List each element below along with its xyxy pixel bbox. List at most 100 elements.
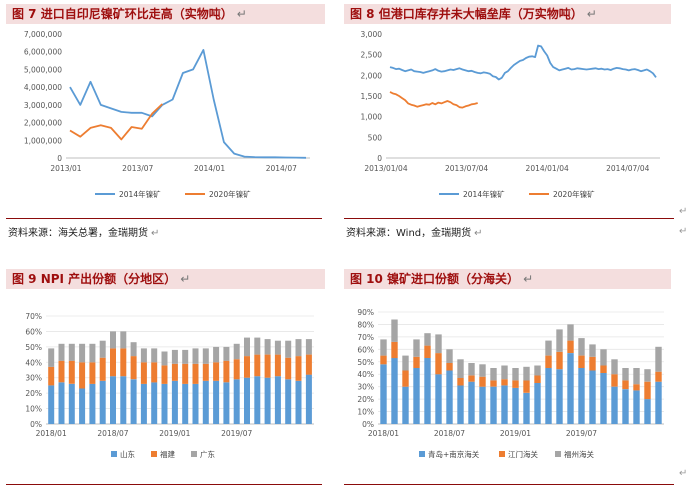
legend-label: 青岛+南京海关 (428, 449, 480, 459)
bar-segment-3 (600, 349, 607, 366)
return-mark: ↵ (523, 272, 534, 286)
bar-segment-2 (545, 355, 552, 368)
bar-segment-1 (161, 383, 168, 424)
bar-segment-3 (99, 340, 106, 358)
figure-8-title-text: 图 8 但港口库存并未大幅垒库（万实物吨） (350, 7, 583, 21)
x-tick-label: 2018/07 (97, 429, 128, 438)
bar-segment-2 (305, 354, 312, 375)
legend-swatch (191, 451, 197, 457)
bar-segment-2 (578, 355, 585, 368)
bar-segment-3 (468, 363, 475, 376)
legend-label: 2020年镍矿 (553, 189, 595, 199)
y-tick-label: 2,000,000 (24, 119, 62, 128)
bar-segment-2 (413, 356, 420, 368)
bar-segment-3 (633, 368, 640, 385)
bar-segment-1 (295, 380, 302, 424)
bar-segment-2 (600, 365, 607, 373)
bar-segment-2 (644, 381, 651, 400)
bar-segment-3 (254, 337, 261, 355)
legend-swatch (499, 451, 505, 457)
bar-segment-3 (644, 369, 651, 382)
x-tick-label: 2018/01 (368, 429, 399, 438)
bar-segment-1 (644, 399, 651, 424)
x-tick-label: 2014/01 (194, 164, 225, 173)
y-tick-label: 10% (357, 408, 374, 417)
divider-rule (344, 218, 674, 219)
bar-segment-3 (285, 340, 292, 358)
bar-segment-2 (48, 366, 55, 386)
bar-segment-2 (391, 341, 398, 359)
x-tick-label: 2018/01 (36, 429, 67, 438)
bar-segment-3 (501, 365, 508, 380)
bar-segment-3 (402, 355, 409, 371)
x-tick-label: 2013/07/04 (445, 164, 488, 173)
bar-segment-3 (457, 359, 464, 378)
bar-segment-3 (622, 368, 629, 381)
bar-segment-2 (202, 363, 209, 381)
bar-segment-2 (622, 380, 629, 390)
bar-segment-2 (655, 371, 662, 382)
bar-segment-1 (534, 382, 541, 424)
bar-segment-2 (140, 362, 147, 384)
chart-port-inventory: 0 500 1,000 1,500 2,000 2,500 3,000 2013/01/04 2… (361, 30, 660, 199)
return-mark: ↵ (679, 226, 688, 237)
figure-7-title: 图 7 进口自印尼镍矿环比走高（实物吨） ↵ (6, 4, 325, 24)
bar-segment-3 (534, 365, 541, 376)
figure-9-title: 图 9 NPI 产出份额（分地区） ↵ (6, 269, 325, 289)
bar-segment-1 (545, 368, 552, 424)
bar-segment-3 (490, 368, 497, 381)
legend-label: 2014年镍矿 (463, 189, 505, 199)
bar-segment-2 (402, 370, 409, 387)
y-tick-label: 50% (25, 343, 42, 352)
bar-segment-2 (79, 362, 86, 389)
bar-segment-3 (380, 339, 387, 356)
y-tick-label: 1,000 (361, 113, 383, 122)
y-tick-label: 500 (368, 133, 383, 142)
chart-nickel-ore-import-share-customs: 0% 10% 20% 30% 40% 50% 60% 70% 80% 90% 2018/01 2018… (357, 308, 664, 459)
divider-rule (6, 218, 322, 219)
bar-segment-2 (161, 365, 168, 384)
bar-segment-1 (244, 377, 250, 424)
bar-segment-1 (48, 385, 55, 424)
bar-segment-1 (589, 370, 596, 424)
y-tick-label: 1,500 (361, 92, 383, 101)
bar-segment-1 (110, 376, 116, 424)
bar-segment-3 (171, 349, 178, 364)
bar-segment-1 (79, 388, 86, 424)
y-tick-label: 7,000,000 (24, 30, 62, 39)
y-tick-label: 4,000,000 (24, 83, 62, 92)
bar-segment-3 (264, 339, 271, 355)
bar-segment-3 (446, 349, 453, 363)
bar-segment-1 (413, 368, 420, 424)
bar-segment-1 (223, 382, 230, 424)
series-line-2 (389, 91, 478, 109)
x-tick-label: 2019/01 (500, 429, 531, 438)
bar-segment-1 (633, 390, 640, 424)
bar-segment-3 (202, 348, 209, 364)
y-tick-label: 60% (25, 327, 42, 336)
bar-segment-1 (171, 380, 178, 424)
bar-segment-3 (578, 338, 585, 356)
bar-segment-2 (274, 354, 281, 377)
return-mark: ↵ (679, 468, 688, 479)
bar-segment-2 (213, 362, 220, 381)
bar-segment-2 (512, 380, 519, 388)
bar-segment-1 (285, 379, 292, 424)
bar-segment-1 (130, 379, 137, 424)
bar-segment-3 (110, 331, 116, 349)
bar-segment-3 (58, 343, 65, 361)
bar-segment-3 (213, 346, 220, 363)
bar-segment-1 (402, 386, 409, 424)
bar-segment-1 (192, 383, 199, 424)
y-tick-label: 0% (30, 420, 42, 429)
bar-segment-2 (264, 354, 271, 378)
bar-segment-1 (600, 373, 607, 424)
bar-segment-1 (457, 385, 464, 424)
bar-segment-1 (567, 353, 574, 424)
legend-swatch (151, 451, 157, 457)
bar-segment-1 (391, 358, 398, 424)
bar-segment-2 (556, 351, 563, 370)
bar-segment-2 (151, 362, 158, 383)
bar-segment-3 (305, 339, 312, 355)
bar-segment-1 (611, 386, 618, 424)
